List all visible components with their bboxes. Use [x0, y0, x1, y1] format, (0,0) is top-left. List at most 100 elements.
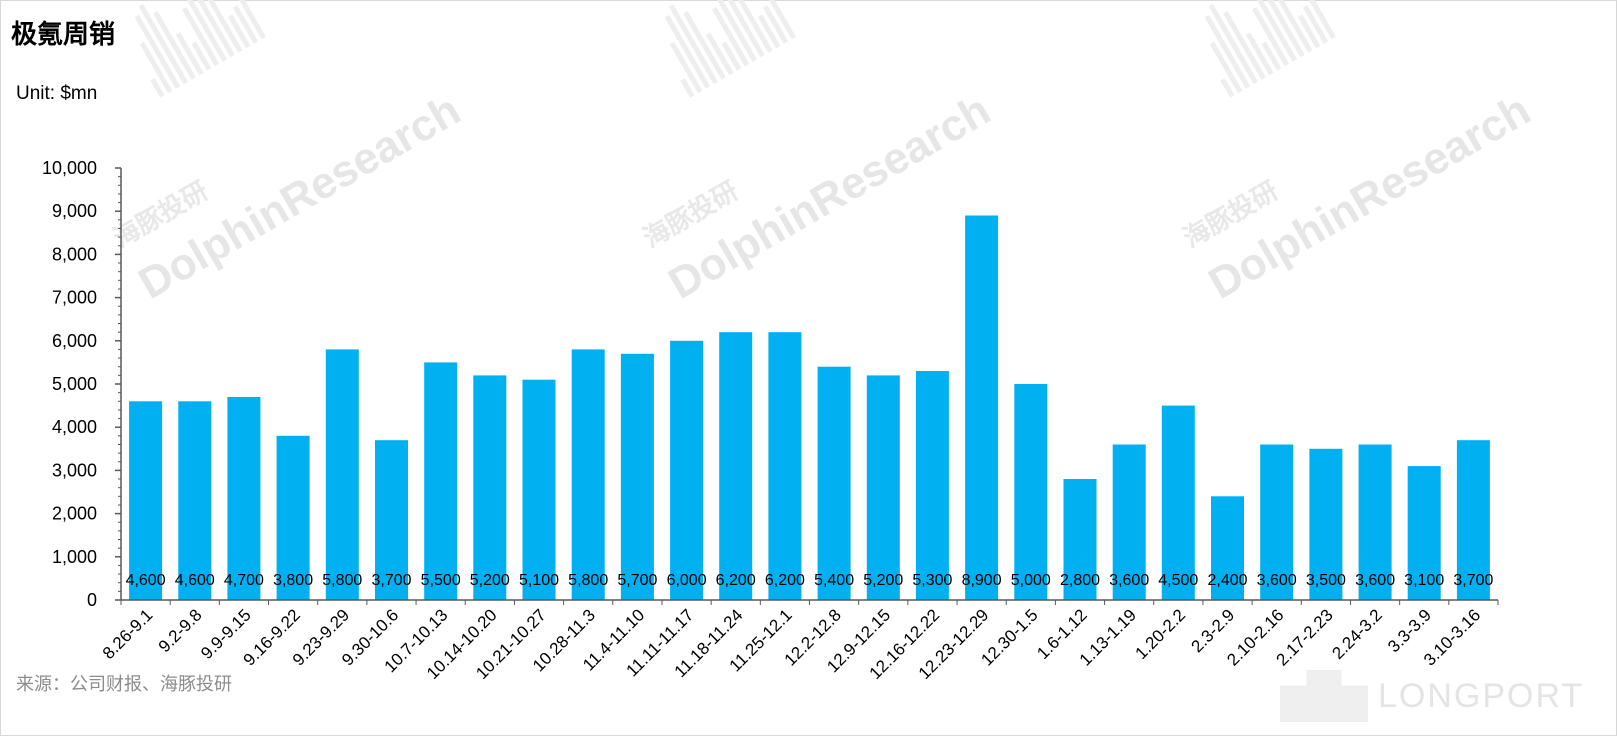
watermark-logo-bar	[153, 10, 196, 80]
data-label: 4,700	[224, 572, 264, 589]
watermark-logo-bar	[1302, 5, 1329, 44]
y-tick-label: 9,000	[52, 201, 97, 221]
data-label: 5,300	[912, 572, 952, 589]
value-labels-group: 4,600 4,600 4,700 3,800 5,800 3,700 5,500 5,200…	[126, 572, 1494, 589]
bar	[325, 349, 359, 600]
watermark-logo-bar	[191, 41, 212, 71]
data-label: 5,000	[1011, 572, 1051, 589]
source-note: 来源：公司财报、海豚投研	[16, 674, 232, 695]
y-tick-label: 8,000	[52, 244, 97, 264]
data-label: 4,500	[1158, 572, 1198, 589]
watermark-logo-bar	[232, 5, 259, 44]
watermark-logo-bar	[668, 4, 718, 85]
y-tick-label: 2,000	[52, 504, 97, 524]
bar	[375, 440, 408, 600]
data-label: 5,200	[863, 572, 903, 589]
data-label: 8,900	[962, 572, 1002, 589]
data-label: 6,000	[667, 572, 707, 589]
watermark-logo-bar	[757, 14, 781, 49]
bar	[227, 397, 261, 600]
watermark-logo-bar	[1220, 77, 1235, 98]
watermark-logo-bar	[1294, 0, 1336, 40]
x-tick-label: 2.24-3.2	[1328, 605, 1386, 663]
bar	[1309, 448, 1343, 600]
y-tick-label: 0	[87, 590, 97, 610]
watermark-logo-bar	[1223, 10, 1266, 80]
watermark-logo-bar	[150, 77, 165, 98]
data-label: 5,700	[617, 572, 657, 589]
y-tick-label: 6,000	[52, 331, 97, 351]
bar	[915, 371, 949, 600]
bars-group	[129, 215, 1490, 600]
bar	[866, 375, 900, 600]
y-tick-label: 10,000	[42, 158, 97, 178]
y-tick-label: 1,000	[52, 547, 97, 567]
data-label: 3,800	[273, 572, 313, 589]
brand-text: LONGPORT	[1378, 676, 1585, 715]
bar	[129, 401, 163, 600]
y-tick-label: 5,000	[52, 374, 97, 394]
watermark-logo-bar	[1261, 41, 1282, 71]
bar	[817, 366, 851, 600]
bar	[1407, 466, 1441, 600]
bar	[620, 353, 654, 600]
data-label: 4,600	[126, 572, 166, 589]
y-tick-label: 4,000	[52, 417, 97, 437]
x-tick-label: 1.20-2.2	[1132, 605, 1190, 663]
watermark-logo-bar	[134, 14, 181, 89]
bar	[522, 379, 556, 600]
watermark-logo-bar	[203, 0, 243, 53]
watermark-logo-bar	[186, 0, 235, 58]
data-label: 3,700	[371, 572, 411, 589]
data-label: 3,600	[1109, 572, 1149, 589]
watermark-logo-bar	[705, 32, 734, 76]
watermark-logo-bar	[1273, 0, 1313, 53]
bar	[768, 332, 802, 600]
data-label: 3,500	[1306, 572, 1346, 589]
data-label: 5,500	[421, 572, 461, 589]
bar	[424, 362, 458, 600]
watermark-logo-bar	[1256, 0, 1305, 58]
watermark-logo-bar	[762, 5, 789, 44]
watermark-logo-bar	[182, 7, 220, 67]
data-label: 3,100	[1404, 572, 1444, 589]
watermark-logo-bar	[709, 0, 757, 62]
bar	[1260, 444, 1294, 600]
axes-group: 0 1,000 2,000 3,000 4,000 5,000 6,000 7,000 8,00…	[42, 158, 1499, 610]
data-label: 2,800	[1060, 572, 1100, 589]
bar	[1211, 496, 1244, 600]
watermark-logo-bar	[1204, 14, 1251, 89]
data-label: 2,400	[1207, 572, 1247, 589]
bar	[1014, 384, 1048, 600]
data-label: 4,600	[175, 572, 215, 589]
bar	[473, 375, 507, 600]
y-tick-label: 7,000	[52, 288, 97, 308]
x-tick-label: 8.26-9.1	[99, 605, 157, 663]
x-tick-labels-group: 8.26-9.19.2-9.89.9-9.159.16-9.229.23-9.2…	[99, 605, 1484, 683]
bar	[965, 215, 999, 600]
watermark-logo-bar	[1208, 4, 1258, 85]
watermark-logo-bar	[1297, 14, 1321, 49]
unit-label: Unit: $mn	[16, 83, 98, 104]
bar	[1063, 479, 1097, 600]
watermark-logo-bar	[1252, 7, 1290, 67]
watermark-logo-bar	[721, 41, 742, 71]
bar	[1112, 444, 1146, 600]
data-label: 6,200	[716, 572, 756, 589]
bar	[1161, 405, 1195, 600]
watermark-logo-bar	[716, 0, 765, 58]
watermark-logo-bar	[1209, 41, 1243, 94]
y-tick-label: 3,000	[52, 460, 97, 480]
page-title: 极氪周销	[11, 20, 116, 50]
data-label: 3,600	[1355, 572, 1395, 589]
watermark-logo-bar	[664, 14, 711, 89]
data-label: 3,600	[1257, 572, 1297, 589]
watermark-logo-bar	[712, 7, 750, 67]
watermark-logo-bar	[680, 77, 695, 98]
brand-watermark: LONGPORT	[1280, 670, 1584, 722]
data-label: 5,800	[568, 572, 608, 589]
watermark-logo-bar	[227, 14, 251, 49]
bar	[178, 401, 212, 600]
